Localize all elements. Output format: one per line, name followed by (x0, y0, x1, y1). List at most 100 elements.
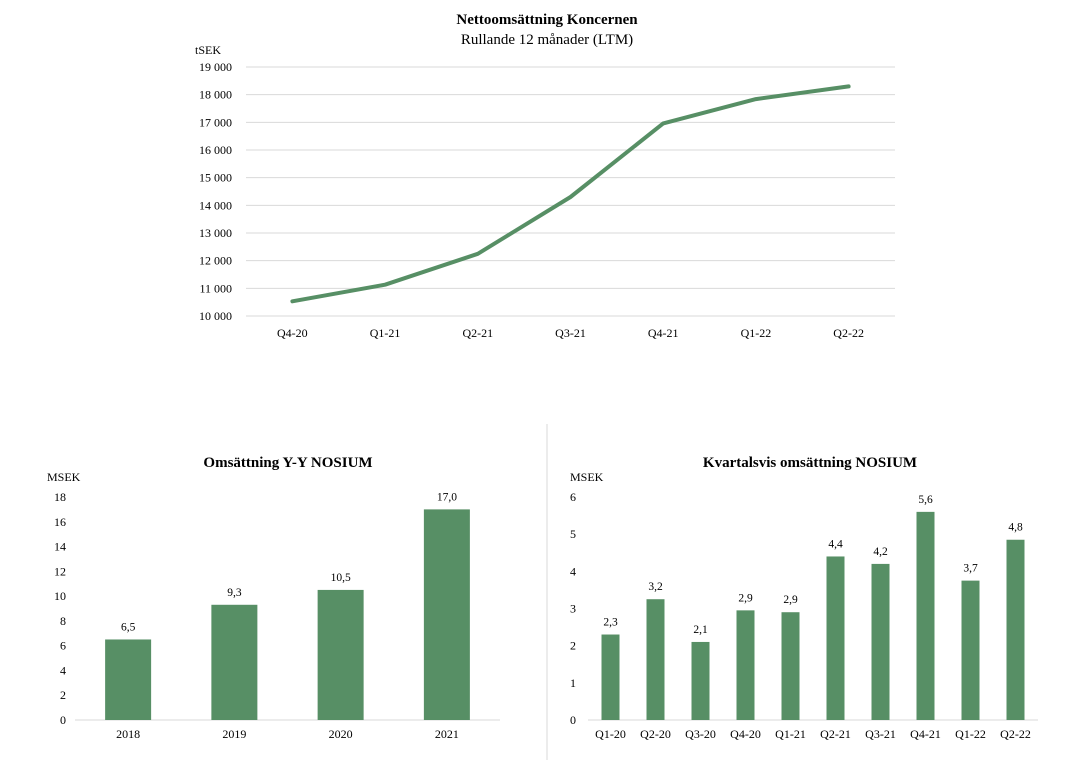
bar2-data-label: 2,9 (783, 594, 798, 606)
line-chart-y-tick-label: 14 000 (199, 198, 232, 212)
bar2-y-tick-label: 2 (570, 639, 576, 653)
bar2-bar (916, 511, 935, 720)
bar2-x-tick-label: Q3-21 (865, 727, 896, 741)
line-chart-x-tick-label: Q1-22 (741, 326, 772, 340)
bar1-y-tick-label: 12 (54, 564, 66, 578)
bar1-y-tick-label: 10 (54, 589, 66, 603)
line-chart-x-tick-label: Q1-21 (370, 326, 401, 340)
quarterly-chart-y-ticks: 0 1 2 3 4 5 6 (570, 490, 576, 727)
line-chart-x-tick-label: Q4-21 (648, 326, 679, 340)
bar1-data-label: 9,3 (227, 587, 242, 599)
bar2-data-label: 4,4 (828, 538, 843, 550)
bar2-y-tick-label: 0 (570, 713, 576, 727)
line-chart-y-tick-label: 13 000 (199, 226, 232, 240)
line-chart-title: Nettoomsättning Koncernen (456, 12, 638, 28)
bar2-x-tick-label: Q1-21 (775, 727, 806, 741)
bar2-data-label: 3,7 (963, 563, 978, 575)
line-chart-x-ticks: Q4-20 Q1-21 Q2-21 Q3-21 Q4-21 Q1-22 Q2-22 (277, 326, 864, 340)
quarterly-bar-chart: Kvartalsvis omsättning NOSIUM MSEK 0 1 2 3 4… (570, 455, 1038, 741)
bar2-y-tick-label: 1 (570, 676, 576, 690)
bar1-y-tick-label: 16 (54, 515, 66, 529)
bar2-data-label: 2,9 (738, 592, 753, 604)
bar2-bar (781, 612, 800, 720)
line-chart-x-tick-label: Q3-21 (555, 326, 586, 340)
bar1-x-tick-label: 2019 (222, 727, 246, 741)
bar2-bar (961, 580, 980, 720)
bar2-x-tick-label: Q4-21 (910, 727, 941, 741)
annual-chart-y-ticks: 0 2 4 6 8 10 12 14 16 18 (54, 490, 66, 727)
line-chart-y-tick-label: 15 000 (199, 171, 232, 185)
line-chart-y-tick-label: 17 000 (199, 115, 232, 129)
line-chart-x-tick-label: Q2-22 (833, 326, 864, 340)
bar2-data-label: 2,1 (693, 624, 708, 636)
line-chart-y-tick-label: 12 000 (199, 254, 232, 268)
line-chart-y-tick-label: 11 000 (199, 281, 232, 295)
bar1-x-tick-label: 2020 (329, 727, 353, 741)
line-chart-series (290, 84, 851, 304)
annual-chart-unit-label: MSEK (47, 470, 81, 484)
bar2-y-tick-label: 4 (570, 564, 576, 578)
bar2-data-label: 4,8 (1008, 522, 1023, 534)
annual-bar-chart: Omsättning Y-Y NOSIUM MSEK 0 2 4 6 8 10 12 14 16… (47, 455, 500, 741)
bar2-x-tick-label: Q1-22 (955, 727, 986, 741)
quarterly-chart-x-ticks: Q1-20 Q2-20 Q3-20 Q4-20 Q1-21 Q2-21 Q3-21 Q4-21… (595, 727, 1031, 741)
quarterly-chart-unit-label: MSEK (570, 470, 604, 484)
line-chart-y-tick-label: 18 000 (199, 88, 232, 102)
bar2-bar (1006, 539, 1025, 720)
bar1-y-tick-label: 8 (60, 614, 66, 628)
line-chart-x-tick-label: Q4-20 (277, 326, 308, 340)
quarterly-chart-data-labels: 2,3 3,2 2,1 2,9 2,9 4,4 4,2 5,6 3,7 4,8 (603, 494, 1023, 636)
bar2-x-tick-label: Q3-20 (685, 727, 716, 741)
quarterly-chart-title: Kvartalsvis omsättning NOSIUM (703, 455, 917, 471)
line-chart-x-tick-label: Q2-21 (462, 326, 493, 340)
bar1-y-tick-label: 4 (60, 663, 66, 677)
line-chart-subtitle: Rullande 12 månader (LTM) (461, 32, 633, 48)
bar2-data-label: 2,3 (603, 617, 618, 629)
bar2-data-label: 4,2 (873, 546, 888, 558)
bar2-x-tick-label: Q2-21 (820, 727, 851, 741)
line-chart-y-tick-label: 19 000 (199, 60, 232, 74)
annual-chart-title: Omsättning Y-Y NOSIUM (203, 455, 372, 471)
line-chart-unit-label: tSEK (195, 43, 221, 57)
bar1-bar (211, 604, 258, 720)
bar2-x-tick-label: Q4-20 (730, 727, 761, 741)
bar2-data-label: 3,2 (648, 581, 663, 593)
bar1-bar (423, 509, 470, 720)
bar1-bar (105, 639, 152, 720)
annual-chart-bars (105, 509, 470, 720)
bar2-bar (826, 556, 845, 720)
bar2-bar (646, 599, 665, 720)
bar2-x-tick-label: Q2-22 (1000, 727, 1031, 741)
bar2-bar (691, 641, 710, 720)
bar2-y-tick-label: 3 (570, 602, 576, 616)
bar1-data-label: 10,5 (331, 572, 351, 584)
line-chart-series-line (290, 84, 851, 304)
bar2-y-tick-label: 6 (570, 490, 576, 504)
bar1-y-tick-label: 14 (54, 540, 66, 554)
annual-chart-data-labels: 6,5 9,3 10,5 17,0 (121, 491, 457, 633)
line-chart-y-tick-label: 16 000 (199, 143, 232, 157)
bar2-x-tick-label: Q2-20 (640, 727, 671, 741)
bar1-y-tick-label: 18 (54, 490, 66, 504)
bar1-x-tick-label: 2018 (116, 727, 140, 741)
bar2-bar (601, 634, 620, 720)
line-chart-y-ticks: 10 000 11 000 12 000 13 000 14 000 15 000 16 0… (199, 60, 232, 323)
bar2-data-label: 5,6 (918, 494, 933, 506)
bar2-x-tick-label: Q1-20 (595, 727, 626, 741)
bar1-data-label: 6,5 (121, 621, 136, 633)
line-chart: Nettoomsättning Koncernen Rullande 12 må… (195, 12, 895, 340)
bar1-y-tick-label: 2 (60, 688, 66, 702)
line-chart-y-tick-label: 10 000 (199, 309, 232, 323)
bar1-data-label: 17,0 (437, 491, 457, 503)
bar1-bar (317, 589, 364, 720)
bar2-bar (736, 610, 755, 720)
annual-chart-x-ticks: 2018 2019 2020 2021 (116, 727, 459, 741)
bar2-y-tick-label: 5 (570, 527, 576, 541)
bar1-x-tick-label: 2021 (435, 727, 459, 741)
quarterly-chart-bars (601, 511, 1025, 720)
bar1-y-tick-label: 6 (60, 639, 66, 653)
line-chart-gridlines (246, 66, 895, 317)
bar1-y-tick-label: 0 (60, 713, 66, 727)
bar2-bar (871, 563, 890, 720)
